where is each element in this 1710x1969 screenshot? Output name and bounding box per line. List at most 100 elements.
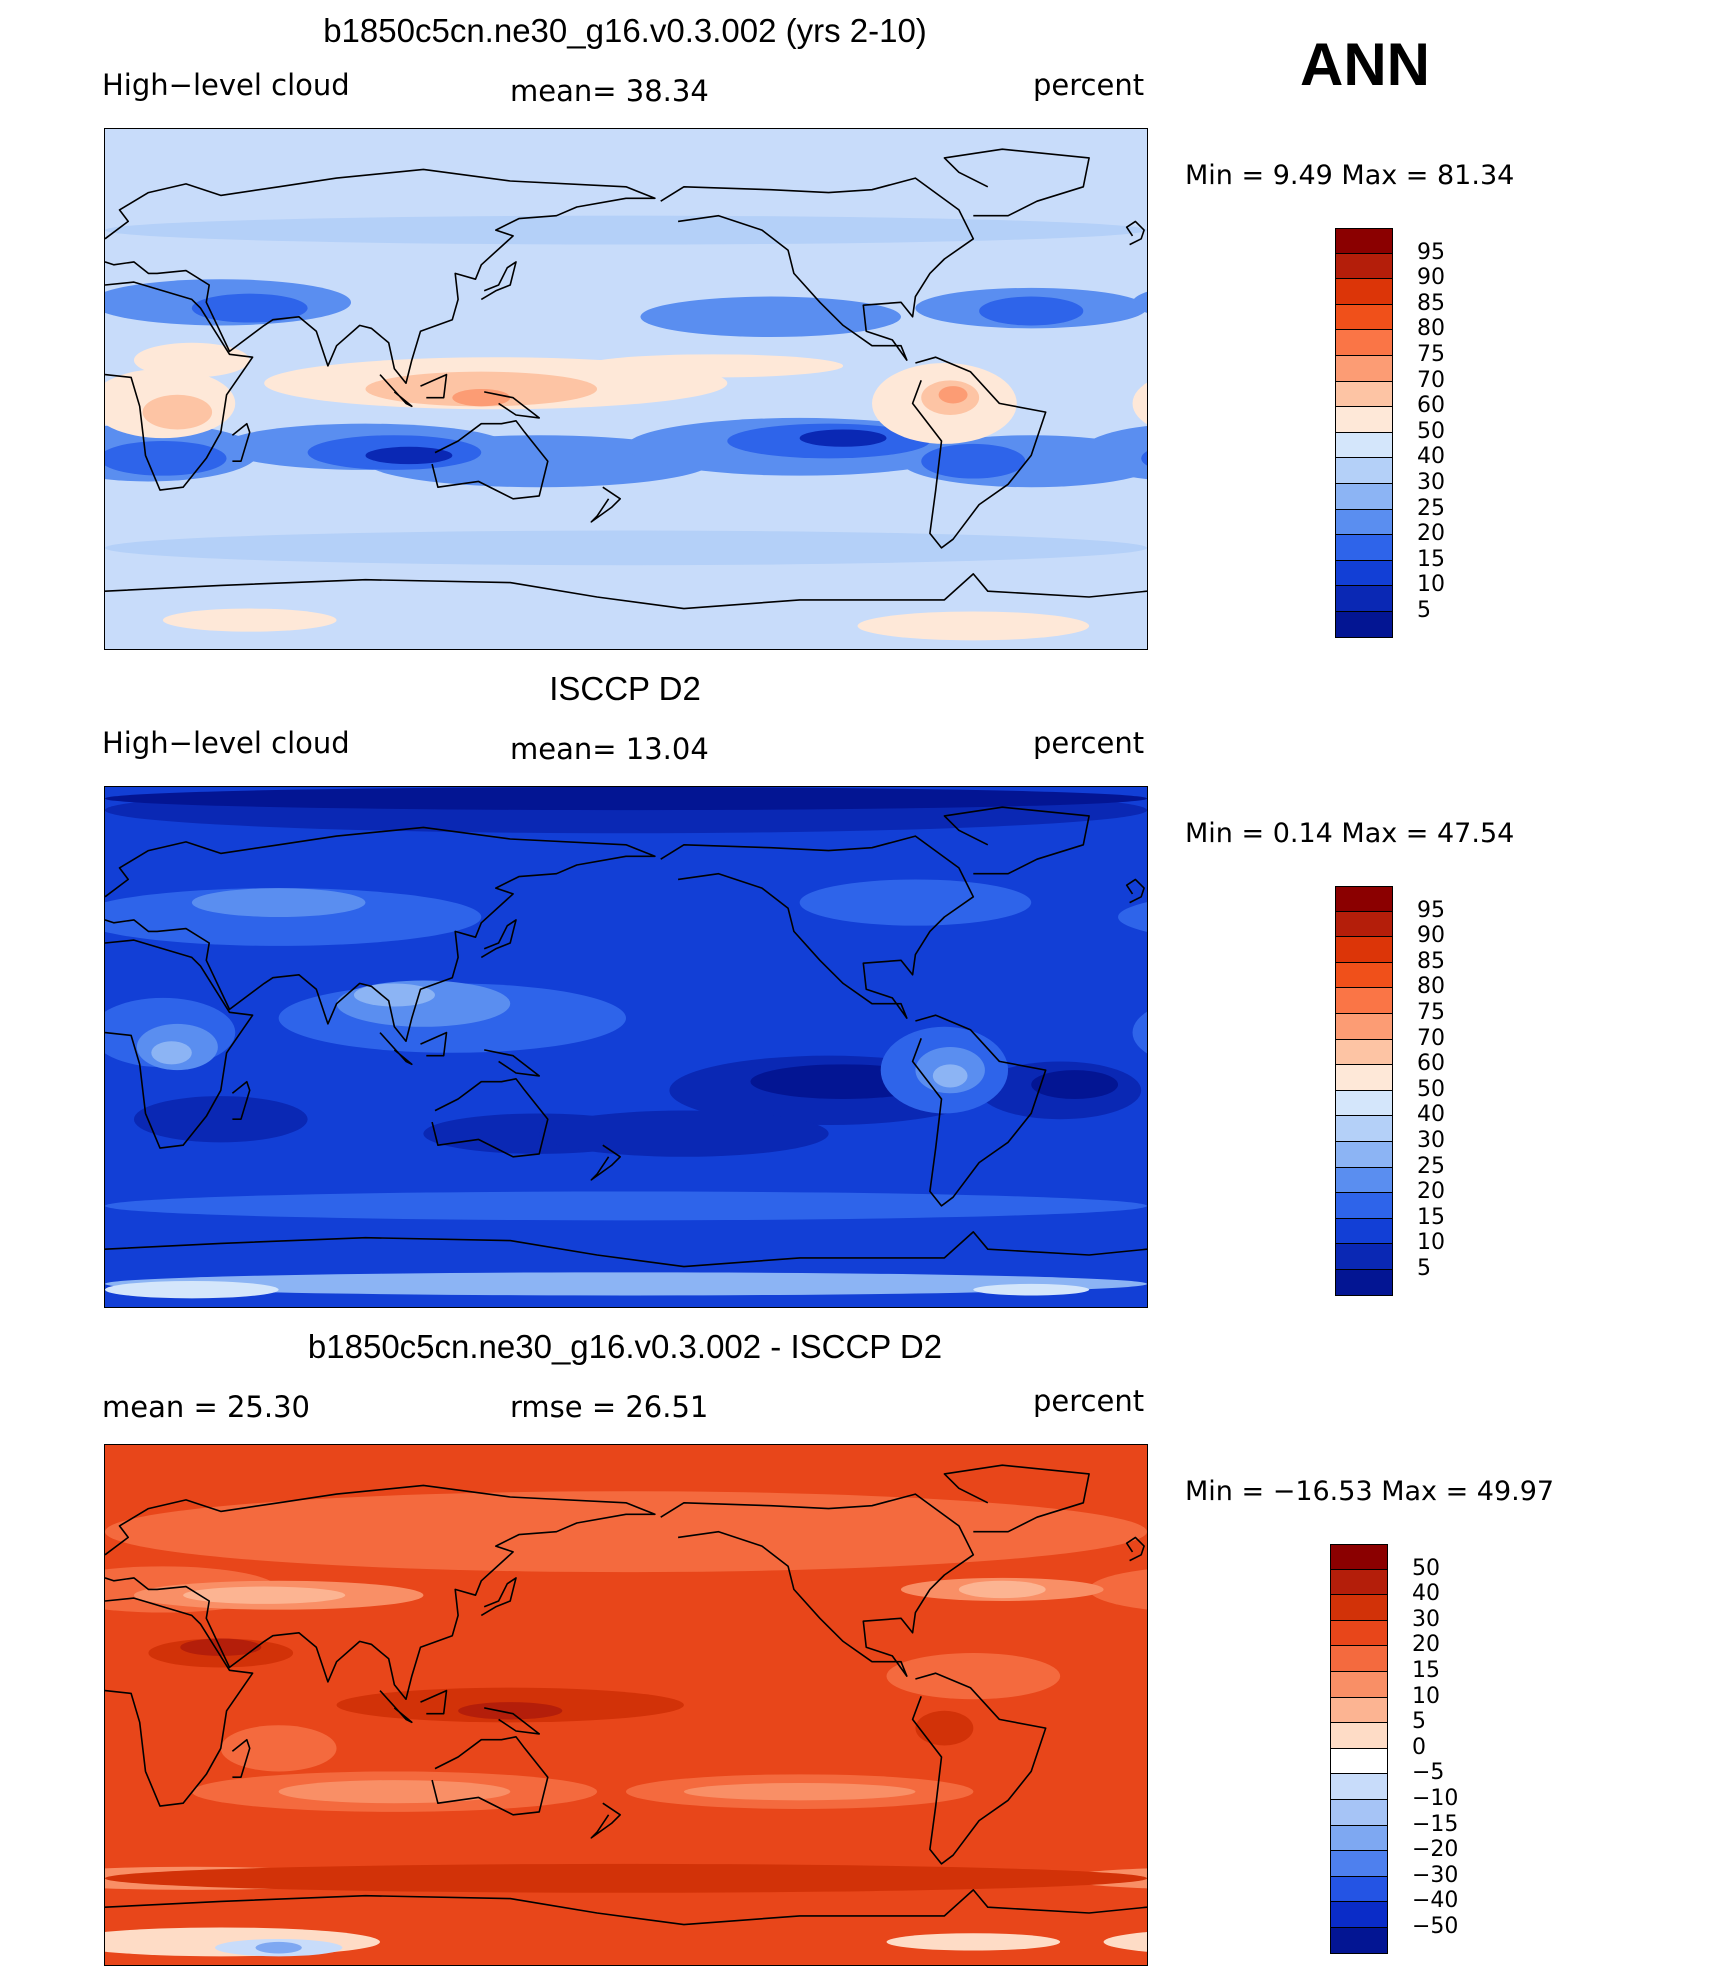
colorbar-swatch xyxy=(1330,1569,1388,1596)
colorbar-tick-label: 95 xyxy=(1417,897,1445,923)
colorbar-tick-label: 60 xyxy=(1417,393,1445,419)
contour-region xyxy=(973,1283,1090,1296)
panel-model-variable-label: High−level cloud xyxy=(102,68,350,102)
coastline xyxy=(484,1707,541,1735)
colorbar-tick-label: 40 xyxy=(1412,1581,1440,1607)
colorbar-swatch xyxy=(1335,962,1393,989)
colorbar-swatch xyxy=(1335,1039,1393,1066)
colorbar-swatch xyxy=(1335,279,1393,305)
coastline xyxy=(105,826,656,1042)
coastline xyxy=(431,1735,549,1816)
contour-region xyxy=(915,1710,974,1746)
colorbar-tick-label: 30 xyxy=(1412,1606,1440,1632)
contour-region xyxy=(921,443,1026,479)
coastline xyxy=(1125,220,1145,246)
contour-region xyxy=(105,1491,1147,1573)
coastline xyxy=(379,374,413,408)
colorbar-swatch xyxy=(1330,1825,1388,1852)
colorbar-swatch xyxy=(1330,1800,1388,1826)
panel-model-title: b1850c5cn.ne30_g16.v0.3.002 (yrs 2-10) xyxy=(323,12,927,49)
panel-model-map xyxy=(104,128,1148,650)
panel-diff-map xyxy=(104,1444,1148,1966)
contour-region xyxy=(105,530,1147,566)
colorbar-tick-label: 25 xyxy=(1417,1153,1445,1179)
coastline xyxy=(480,261,517,301)
colorbar-swatch xyxy=(1335,1167,1393,1194)
contour-region xyxy=(1118,902,1147,932)
colorbar-swatch xyxy=(1335,1244,1393,1270)
colorbar-tick-label: 0 xyxy=(1412,1734,1426,1760)
coastline xyxy=(660,1493,975,1677)
panel-obs-minmax: Min = 0.14 Max = 47.54 xyxy=(1185,818,1515,849)
panel-diff-minmax: Min = −16.53 Max = 49.97 xyxy=(1185,1476,1555,1507)
colorbar-tick-label: −20 xyxy=(1412,1837,1459,1863)
contour-region xyxy=(191,888,366,917)
panel-obs-variable-label: High−level cloud xyxy=(102,726,350,760)
coastline xyxy=(1125,1536,1145,1562)
contour-region xyxy=(1089,1569,1147,1610)
contour-region xyxy=(1103,1931,1147,1952)
contour-region xyxy=(353,983,435,1007)
contour-region xyxy=(458,1702,563,1720)
coastline xyxy=(231,422,251,463)
coastline xyxy=(484,391,541,419)
panel-model-minmax: Min = 9.49 Max = 81.34 xyxy=(1185,160,1515,191)
colorbar-swatch xyxy=(1335,1014,1393,1040)
contour-region xyxy=(162,608,337,632)
coastline xyxy=(420,1689,448,1715)
coastline xyxy=(911,356,1047,549)
colorbar-tick-label: 75 xyxy=(1417,342,1445,367)
contour-region xyxy=(857,611,1090,641)
colorbar-tick-label: 80 xyxy=(1417,316,1445,342)
contour-region xyxy=(958,1580,1046,1599)
panel-obs-map xyxy=(104,786,1148,1308)
contour-region xyxy=(142,394,213,430)
contour-region xyxy=(1132,382,1147,425)
contour-region xyxy=(799,879,1032,926)
colorbar-swatch xyxy=(1330,1723,1388,1749)
contour-region xyxy=(183,1586,346,1604)
colorbar-swatch xyxy=(1335,886,1393,912)
coastline xyxy=(105,281,254,491)
contour-region xyxy=(932,1064,968,1088)
contour-region xyxy=(105,1272,1147,1296)
colorbar-swatch xyxy=(1335,253,1393,280)
coastline xyxy=(911,1014,1047,1207)
contour-region xyxy=(683,1783,916,1801)
colorbar-tick-label: −15 xyxy=(1412,1811,1459,1837)
colorbar-tick-label: 80 xyxy=(1417,974,1445,1000)
coastline xyxy=(590,1802,622,1839)
contour-region xyxy=(640,296,901,337)
coastline xyxy=(480,1577,517,1617)
contour-region xyxy=(886,1933,1061,1951)
coastline xyxy=(231,1738,251,1779)
contour-region xyxy=(365,446,453,465)
colorbar-swatch xyxy=(1335,1142,1393,1168)
panel-obs-units: percent xyxy=(1033,726,1145,760)
colorbar-tick-label: 15 xyxy=(1417,546,1445,572)
panel-model-colorbar xyxy=(1335,228,1393,638)
colorbar-tick-label: 5 xyxy=(1417,598,1431,623)
colorbar-tick-label: 15 xyxy=(1417,1204,1445,1230)
colorbar-swatch xyxy=(1335,228,1393,254)
coastline xyxy=(379,1032,413,1066)
colorbar-tick-label: −5 xyxy=(1412,1760,1445,1786)
colorbar-tick-label: 10 xyxy=(1412,1683,1440,1709)
colorbar-tick-label: 75 xyxy=(1417,1000,1445,1025)
contour-region xyxy=(133,1096,308,1143)
colorbar-swatch xyxy=(1335,911,1393,938)
colorbar-tick-label: 70 xyxy=(1417,367,1445,393)
coastline xyxy=(480,919,517,959)
colorbar-swatch xyxy=(1335,304,1393,331)
colorbar-tick-label: −50 xyxy=(1412,1914,1459,1939)
colorbar-tick-label: 85 xyxy=(1417,290,1445,316)
coastline xyxy=(105,1889,1147,1926)
colorbar-swatch xyxy=(1330,1876,1388,1903)
colorbar-tick-label: 90 xyxy=(1417,923,1445,949)
coastline xyxy=(943,1464,1090,1533)
contour-region xyxy=(278,1780,511,1804)
contour-region xyxy=(220,1725,337,1772)
panel-diff-mean: mean = 25.30 xyxy=(102,1390,310,1424)
coastline xyxy=(105,1231,1147,1268)
colorbar-tick-label: 20 xyxy=(1412,1632,1440,1658)
